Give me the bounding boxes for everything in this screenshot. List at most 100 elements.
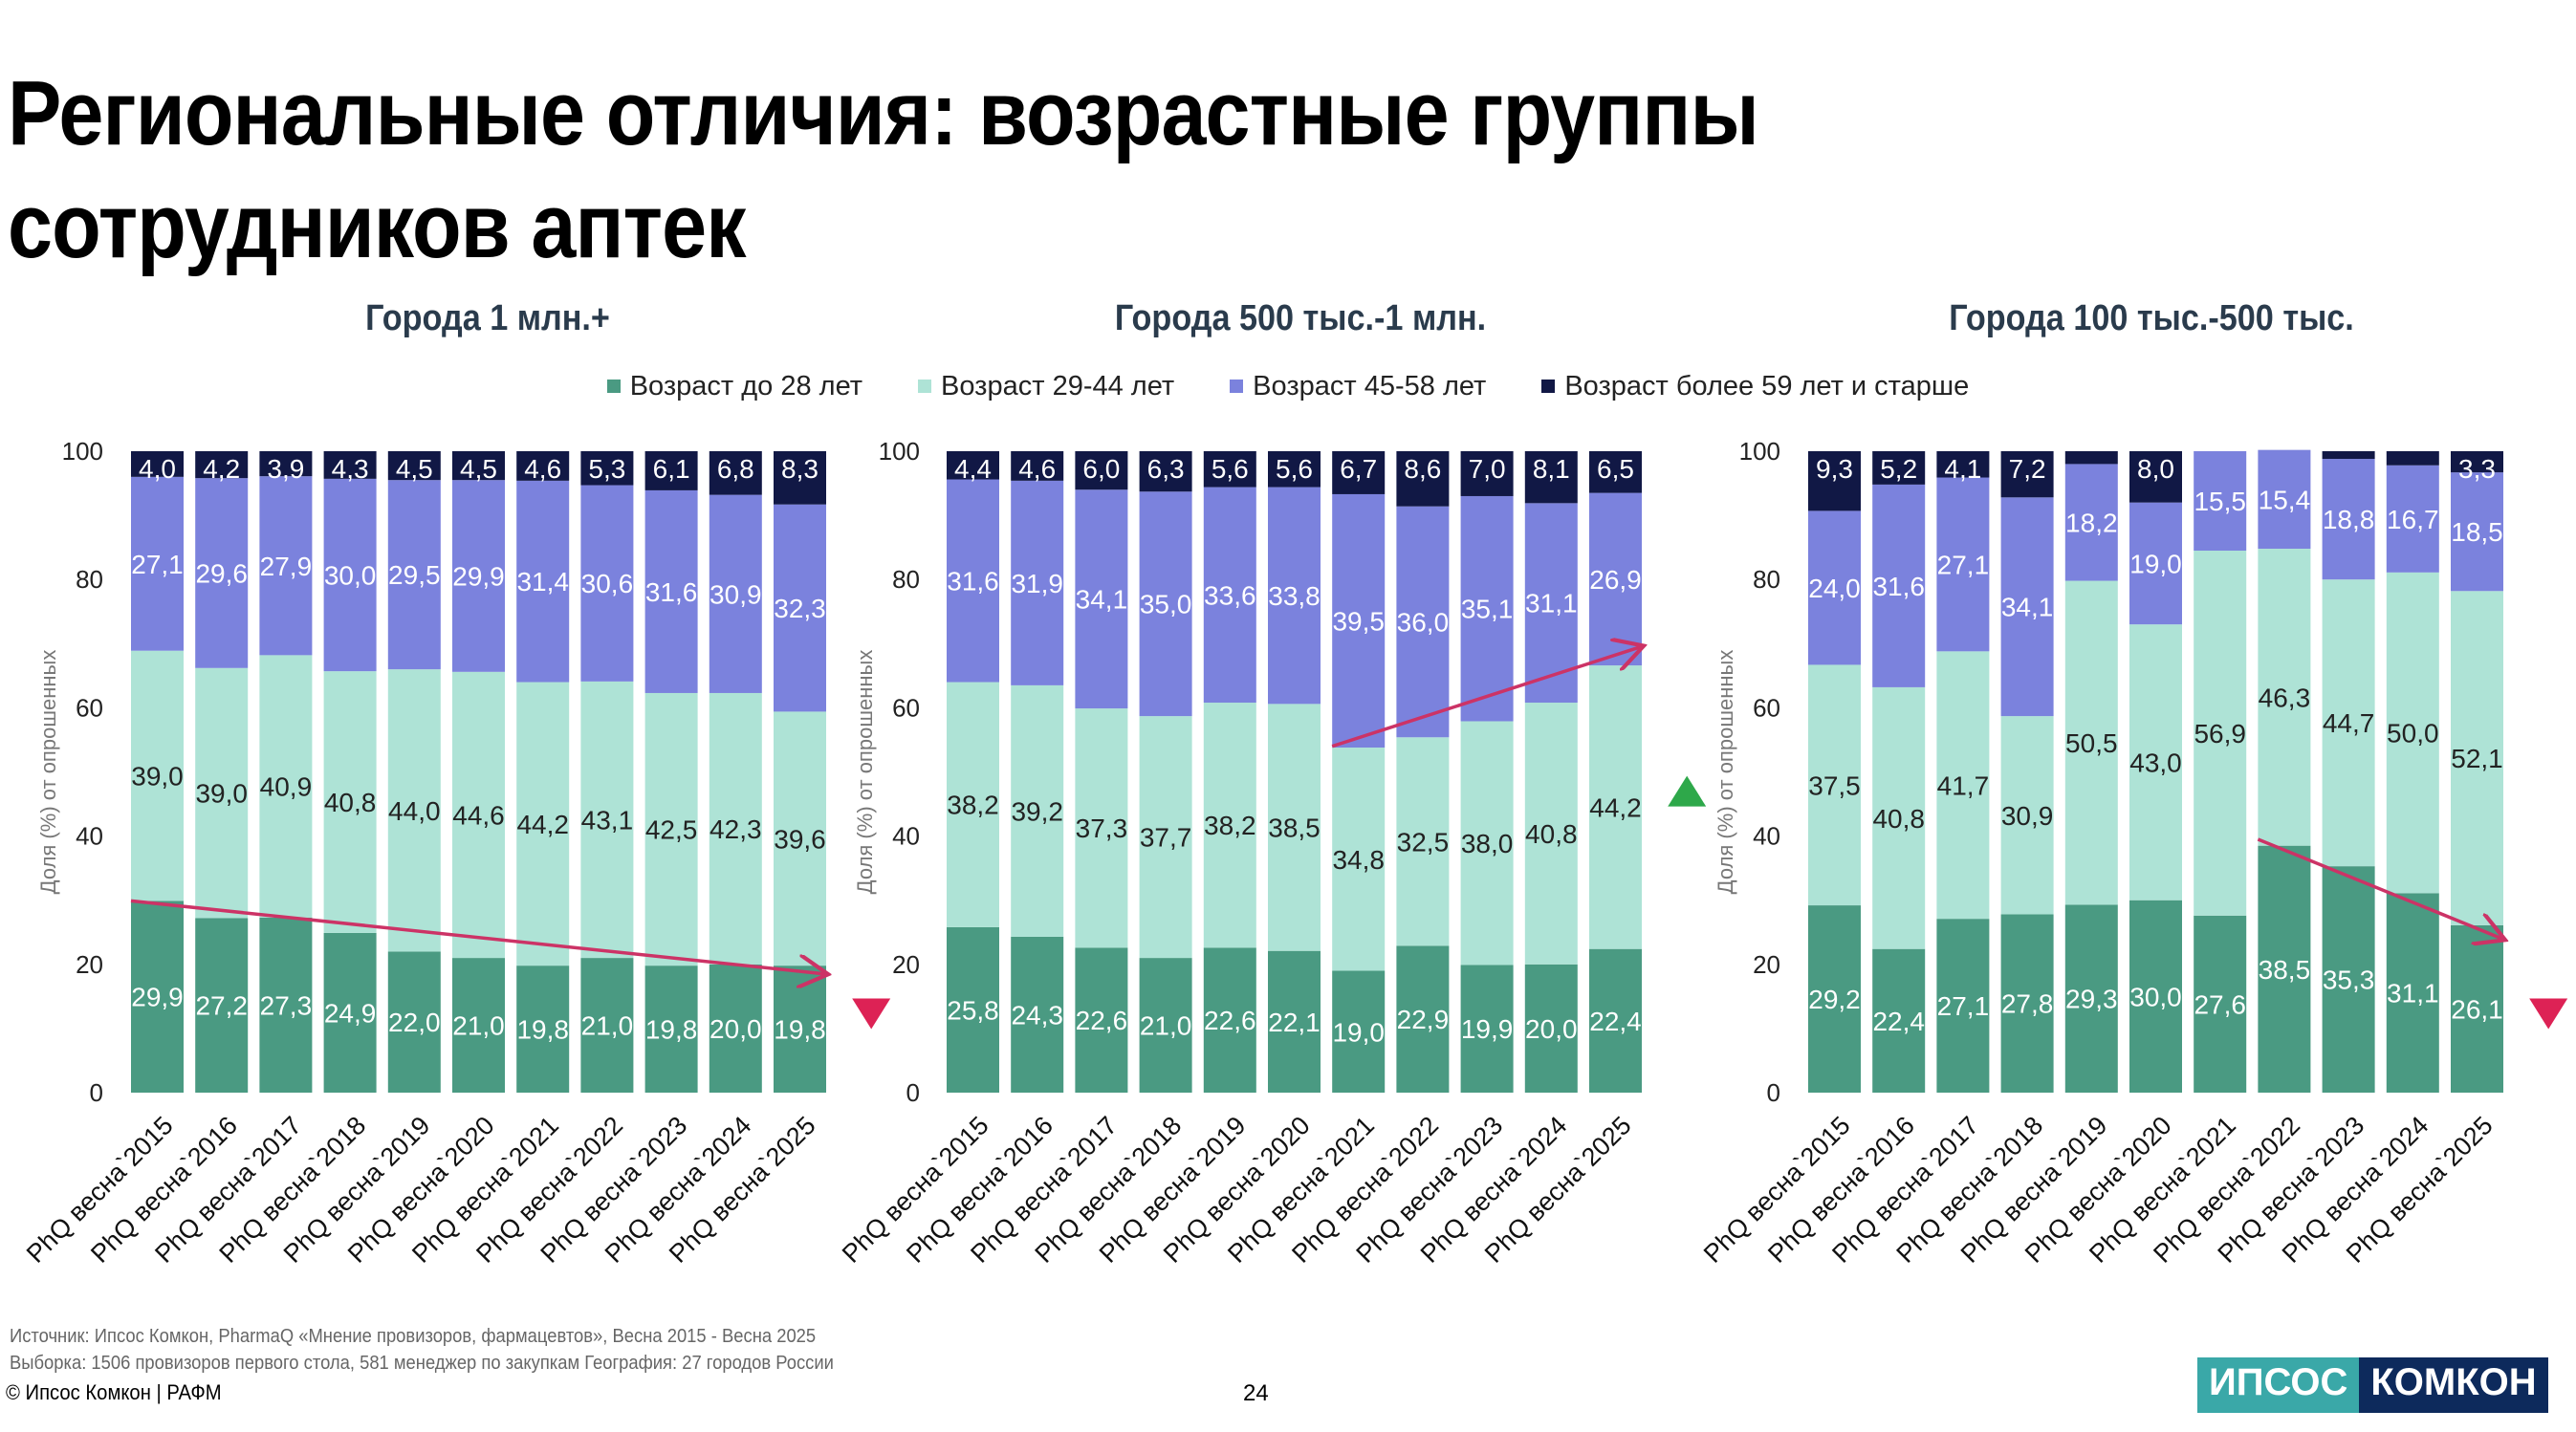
bar-segment (709, 494, 762, 693)
data-label: 41,7 (1937, 770, 1990, 800)
legend-swatch-59-plus (1541, 380, 1556, 393)
bar-segment (1936, 477, 1990, 652)
bar-segment (1268, 487, 1321, 705)
data-label: 40,9 (260, 772, 313, 802)
data-label: 24,3 (1011, 1000, 1063, 1030)
bar-segment (195, 451, 249, 479)
data-label: 5,3 (588, 454, 625, 484)
chart-title-3: Города 100 тыс.-500 тыс. (1949, 298, 2354, 338)
trend-arrow (1331, 647, 1641, 749)
chart-title-1: Города 1 млн.+ (365, 298, 610, 338)
data-label: 32,5 (1397, 827, 1450, 857)
bar-segment (323, 932, 377, 1093)
data-label: 31,1 (2387, 979, 2439, 1009)
bar-segment (516, 480, 570, 683)
data-label: 29,5 (388, 560, 441, 590)
bar-segment (1872, 451, 1926, 485)
bar-segment (2194, 451, 2247, 552)
bar-segment (2451, 924, 2503, 1093)
bar-segment (1808, 451, 1861, 511)
bar-segment (2322, 866, 2375, 1093)
bar-segment (1332, 451, 1386, 494)
bar-segment (452, 480, 505, 672)
bar-segment (1268, 950, 1321, 1093)
data-label: 8,3 (781, 454, 819, 484)
bar-segment (1075, 451, 1128, 490)
y-tick-label: 60 (76, 693, 103, 722)
data-label: 30,0 (2129, 982, 2182, 1011)
bar-segment (1872, 686, 1926, 949)
bar-segment (131, 476, 184, 651)
bar-segment (1396, 945, 1450, 1093)
data-label: 44,2 (516, 810, 569, 839)
data-label: 4,3 (332, 454, 369, 484)
bar-segment (1524, 703, 1578, 965)
data-label: 35,1 (1461, 595, 1514, 624)
logo-text-left: ИПСОС (2197, 1357, 2360, 1413)
chart-legend: Возраст до 28 лет Возраст 29-44 лет Возр… (0, 365, 2576, 407)
bar-segment (1203, 703, 1256, 948)
data-label: 22,6 (1076, 1006, 1128, 1035)
bar-segment (259, 451, 313, 477)
data-label: 29,6 (195, 558, 248, 588)
data-label: 9,3 (1816, 454, 1853, 484)
bar-segment (1011, 684, 1064, 937)
data-label: 27,3 (260, 990, 313, 1020)
trend-up-marker (1668, 775, 1707, 807)
bar-segment (387, 451, 441, 481)
chart-title-2: Города 500 тыс.-1 млн. (1114, 298, 1487, 338)
bar-segment (2000, 497, 2054, 717)
data-label: 22,0 (388, 1008, 441, 1037)
data-label: 33,8 (1268, 581, 1321, 611)
data-label: 30,6 (581, 569, 634, 598)
data-label: 27,1 (1937, 550, 1990, 579)
data-label: 29,3 (2065, 985, 2118, 1014)
data-label: 4,5 (460, 454, 497, 484)
data-label: 4,0 (139, 454, 176, 484)
bar-segment (452, 958, 505, 1093)
data-label: 22,4 (1872, 1007, 1925, 1036)
data-label: 44,7 (2323, 708, 2375, 738)
bar-segment (2451, 591, 2503, 925)
data-label: 6,7 (1340, 454, 1377, 484)
bar-segment (709, 964, 762, 1093)
bar-segment (1936, 651, 1990, 920)
data-label: 31,6 (947, 567, 999, 597)
y-tick-label: 0 (90, 1078, 103, 1107)
bar-segment (1075, 708, 1128, 948)
data-label: 21,0 (1140, 1011, 1192, 1041)
bar-segment (1524, 451, 1578, 504)
legend-label-59-plus: Возраст более 59 лет и старше (1564, 370, 1970, 401)
data-label: 6,8 (717, 454, 754, 484)
data-label: 50,0 (2387, 719, 2439, 749)
bar-segment (1139, 451, 1192, 492)
data-label: 27,2 (195, 991, 248, 1021)
bar-segment (2194, 551, 2247, 916)
y-tick-label: 80 (892, 565, 920, 594)
bar-segment (1075, 947, 1128, 1093)
y-tick-label: 20 (892, 950, 920, 979)
stacked-bar-charts: 0 20 40 60 80 100 Доля (%) от опрошенных 29,9 39… (21, 437, 2568, 1269)
bar-segment (1268, 451, 1321, 488)
legend-label-under-28: Возраст до 28 лет (629, 370, 863, 401)
data-label: 34,8 (1332, 845, 1385, 875)
data-label: 4,2 (203, 454, 240, 484)
data-label: 18,8 (2323, 505, 2375, 534)
bar-segment (2129, 451, 2182, 503)
data-label: 19,8 (774, 1015, 826, 1045)
data-label: 35,3 (2323, 966, 2375, 995)
bar-segment (2064, 580, 2118, 905)
y-axis-label: Доля (%) от опрошенных (853, 650, 877, 895)
bar-segment (1139, 716, 1192, 959)
data-label: 32,3 (774, 594, 826, 623)
bar-segment (947, 682, 999, 927)
data-label: 44,6 (452, 800, 505, 830)
page-title: Региональные отличия: возрастные группы … (8, 62, 1759, 277)
bar-segment (2000, 716, 2054, 915)
bar-segment (2064, 451, 2118, 465)
bar-segment (1808, 905, 1861, 1093)
bar-segment (2386, 572, 2439, 894)
data-label: 8,1 (1533, 454, 1570, 484)
legend-swatch-under-28 (606, 380, 621, 393)
bar-segment (1936, 451, 1990, 478)
